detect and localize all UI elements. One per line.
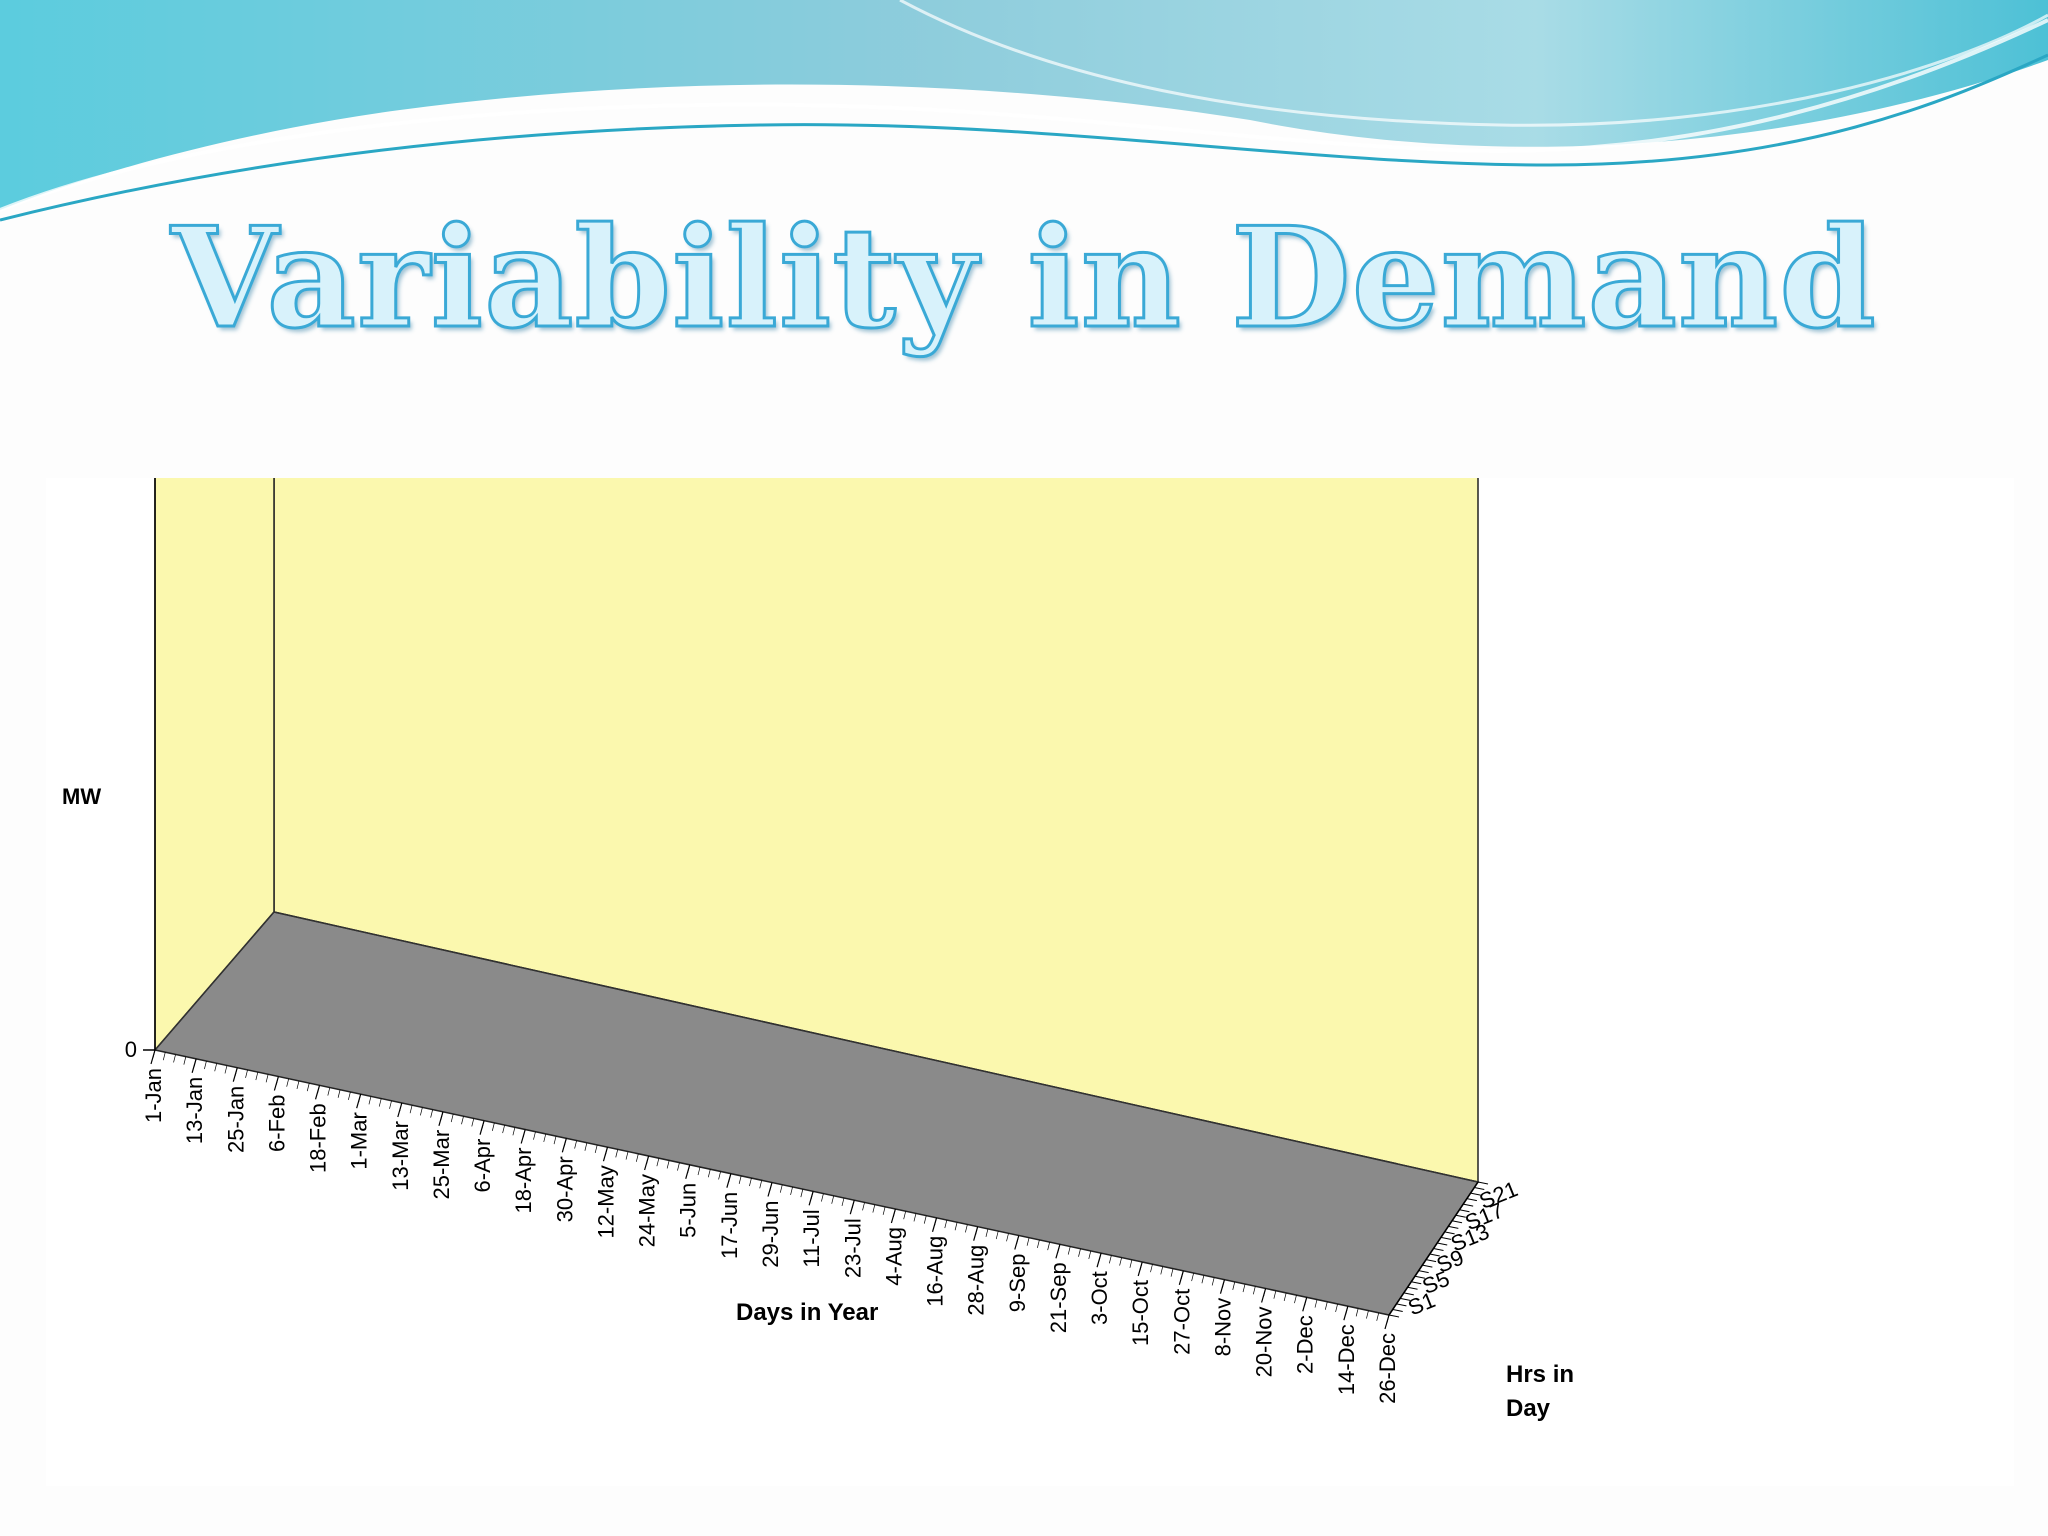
slide-wave-decoration [0, 0, 2048, 222]
slide-title: Variability in Demand [170, 195, 1878, 361]
chart-gridlines [154, 911, 1479, 1183]
demand-surface-chart: 05000100001500020000250003000035000 1-Ja… [62, 478, 1574, 1422]
chart-walls [153, 478, 1480, 1316]
gridline [154, 911, 1479, 1183]
chart-frame: 05000100001500020000250003000035000 1-Ja… [46, 478, 2014, 1486]
